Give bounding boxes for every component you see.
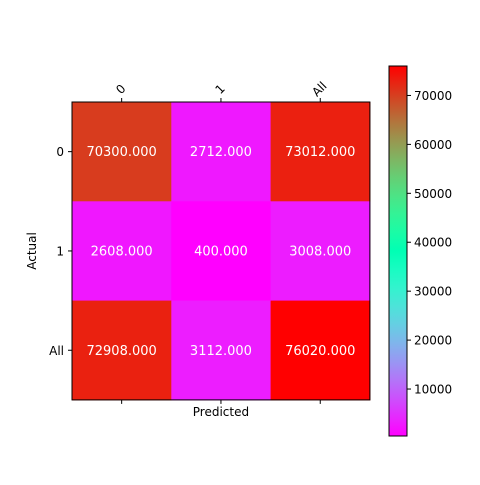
heatmap-cell [171,300,272,401]
x-tick-label: 0 [113,82,128,97]
colorbar-tick-label: 50000 [414,187,452,201]
colorbar-tick-label: 70000 [414,89,452,103]
cell-value-label: 3112.000 [190,344,252,359]
cell-value-label: 2712.000 [190,145,252,160]
cell-value-label: 2608.000 [91,244,153,259]
cell-value-label: 70300.000 [86,145,156,160]
heatmap-cell [72,300,172,401]
heatmap-cell [72,201,172,302]
heatmap-cell [72,102,172,202]
cell-value-label: 76020.000 [285,344,355,359]
cell-value-label: 73012.000 [285,145,355,160]
heatmap-cells [72,102,371,401]
y-tick-label: 1 [56,244,64,258]
heatmap-cell [270,102,371,202]
colorbar-tick-label: 20000 [414,334,452,348]
colorbar [388,65,408,437]
y-tick-label: 0 [56,145,64,159]
cell-value-label: 400.000 [194,244,248,259]
colorbar-tick-label: 40000 [414,236,452,250]
x-tick-label: All [309,79,329,99]
cell-value-label: 3008.000 [289,244,351,259]
heatmap-cell [270,300,371,401]
cell-value-label: 72908.000 [86,344,156,359]
heatmap-cell [270,201,371,302]
y-axis-label: Actual [25,232,39,270]
x-axis-label: Predicted [193,405,249,419]
colorbar-tick-label: 30000 [414,285,452,299]
heatmap-cell [171,102,272,202]
x-tick-label: 1 [212,82,227,97]
colorbar-tick-label: 60000 [414,138,452,152]
y-tick-label: All [49,344,64,358]
colorbar-tick-label: 10000 [414,383,452,397]
heatmap-cell-labels: 70300.000 2712.000 73012.000 2608.000 400.00… [86,145,355,359]
heatmap-cell [171,201,272,302]
y-axis-ticks: 0 1 All [49,145,72,358]
colorbar-ticks: 10000 20000 30000 40000 50000 60000 70000 [407,89,452,397]
